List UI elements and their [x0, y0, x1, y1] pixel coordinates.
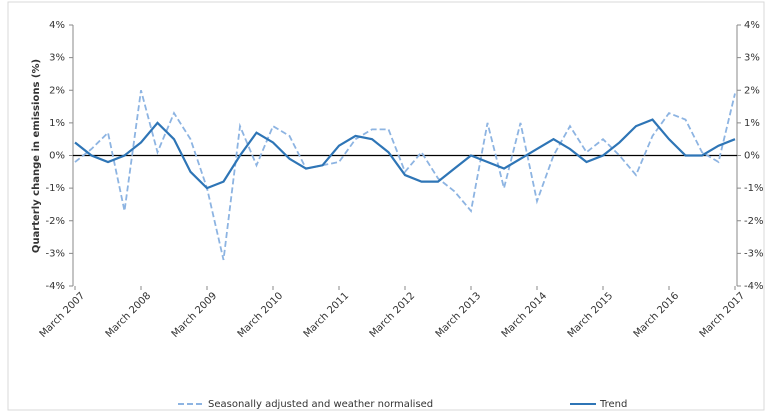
y2-tick-label: -2%: [744, 216, 763, 227]
y2-tick-label: 1%: [744, 118, 760, 129]
y-tick-label: -4%: [46, 281, 65, 292]
y-tick-label: -1%: [46, 183, 65, 194]
y-tick-label: 1%: [49, 118, 65, 129]
y2-tick-label: -4%: [744, 281, 763, 292]
y-tick-label: -2%: [46, 216, 65, 227]
y-tick-label: 4%: [49, 20, 65, 31]
x-tick-label: March 2007: [38, 290, 88, 340]
x-tick-label: March 2013: [434, 290, 484, 340]
y-axis-label: Quarterly change in emissions (%): [31, 59, 42, 253]
y2-tick-label: 4%: [744, 20, 760, 31]
y2-tick-label: 0%: [744, 151, 760, 162]
legend-label: Seasonally adjusted and weather normalis…: [208, 399, 433, 410]
legend-label: Trend: [599, 399, 627, 410]
y-tick-label: 3%: [49, 53, 65, 64]
x-tick-label: March 2016: [632, 290, 682, 340]
y-tick-label: 0%: [49, 151, 65, 162]
series-line: [74, 90, 736, 261]
x-tick-label: March 2008: [104, 290, 154, 340]
y2-tick-label: 2%: [744, 85, 760, 96]
x-tick-label: March 2011: [302, 290, 352, 340]
y-tick-label: 2%: [49, 85, 65, 96]
x-tick-label: March 2010: [236, 290, 286, 340]
series-line: [74, 118, 736, 190]
x-tick-label: March 2015: [566, 290, 616, 340]
x-tick-label: March 2014: [500, 290, 550, 340]
chart-frame: [7, 1, 765, 411]
x-tick-label: March 2012: [368, 290, 418, 340]
y2-tick-label: 3%: [744, 53, 760, 64]
x-tick-label: March 2017: [698, 290, 748, 340]
y2-tick-label: -1%: [744, 183, 763, 194]
y2-tick-label: -3%: [744, 248, 763, 259]
y-tick-label: -3%: [46, 248, 65, 259]
x-tick-label: March 2009: [170, 290, 220, 340]
